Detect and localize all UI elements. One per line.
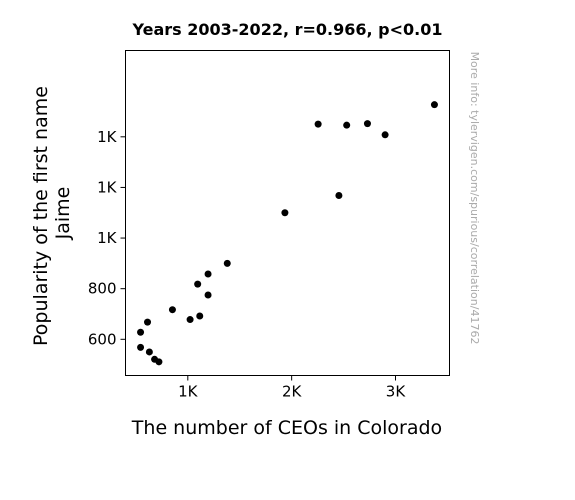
- y-axis-ticks: 600 800 1K 1K 1K: [88, 128, 126, 348]
- x-axis-label: The number of CEOs in Colorado: [131, 417, 442, 439]
- chart-title: Years 2003-2022, r=0.966, p<0.01: [132, 20, 443, 39]
- data-point: [137, 328, 145, 336]
- data-point: [204, 270, 212, 278]
- y-axis-label-line-1: Popularity of the first name: [30, 86, 52, 346]
- data-point: [223, 259, 231, 267]
- watermark: More info: tylervigen.com/spurious/corre…: [468, 52, 481, 345]
- data-point: [186, 316, 194, 324]
- data-point: [168, 306, 176, 314]
- data-point: [137, 343, 145, 351]
- data-point: [144, 318, 152, 326]
- y-tick-label: 800: [88, 280, 117, 298]
- data-point: [381, 131, 389, 139]
- data-point: [281, 209, 289, 217]
- y-tick-label: 1K: [97, 128, 118, 146]
- y-tick-label: 1K: [97, 178, 118, 196]
- data-point: [194, 280, 202, 288]
- data-point: [363, 120, 371, 128]
- x-tick-label: 1K: [178, 383, 199, 401]
- x-axis-ticks: 1K 2K 3K: [178, 375, 407, 401]
- data-points: [137, 101, 438, 366]
- y-tick-label: 600: [88, 330, 117, 348]
- x-tick-label: 2K: [282, 383, 303, 401]
- y-tick-label: 1K: [97, 229, 118, 247]
- data-point: [335, 192, 343, 200]
- data-point: [343, 121, 351, 129]
- data-point: [204, 291, 212, 299]
- y-axis-label-line-2: Jaime: [52, 187, 74, 241]
- data-point: [314, 120, 322, 128]
- data-point: [196, 312, 204, 320]
- data-point: [155, 358, 163, 366]
- data-point: [145, 348, 153, 356]
- y-axis-label: Popularity of the first name Jaime: [30, 80, 74, 346]
- data-point: [430, 101, 438, 109]
- x-tick-label: 3K: [386, 383, 407, 401]
